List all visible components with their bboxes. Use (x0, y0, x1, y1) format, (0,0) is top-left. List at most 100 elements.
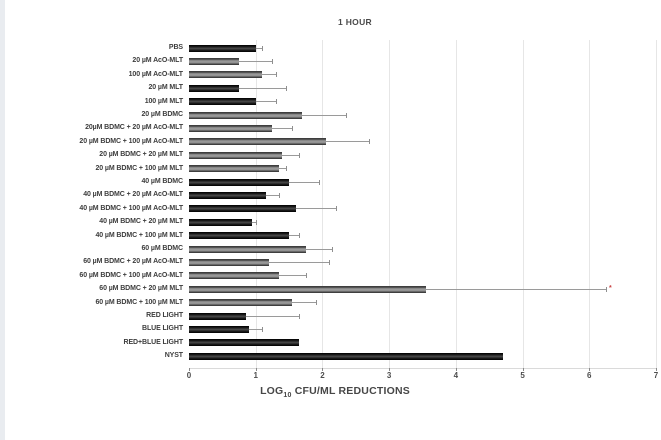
error-bar-cap (329, 259, 331, 265)
gridline-1 (255, 40, 257, 368)
bar (189, 232, 290, 240)
error-bar (265, 194, 280, 196)
category-label: NYST (164, 352, 183, 360)
error-bar-cap (299, 233, 301, 239)
category-label: 40 µM BDMC (141, 178, 183, 185)
bar (189, 325, 250, 333)
error-bar (262, 74, 276, 76)
x-axis-tick-4 (455, 368, 457, 371)
error-bar-cap (605, 286, 607, 292)
category-label: RED+BLUE LIGHT (123, 338, 184, 346)
x-axis-tick-2 (322, 368, 324, 371)
gridline-2 (322, 40, 324, 368)
x-axis-label-post: CFU/ML REDUCTIONS (291, 385, 410, 397)
error-bar (295, 208, 336, 210)
bar (189, 98, 256, 106)
x-axis-tick-label: 6 (587, 371, 592, 380)
category-label: 40 µM BDMC + 20 µM AcO-MLT (83, 191, 183, 199)
error-bar (252, 221, 256, 223)
error-bar-cap (332, 246, 334, 252)
category-label: 20 µM MLT (148, 84, 183, 92)
category-label: 20 µM BDMC (141, 111, 183, 118)
chart-title: 1 HOUR (338, 17, 372, 27)
bar (189, 191, 266, 199)
x-axis-tick-label: 1 (253, 371, 258, 380)
x-axis-tick-5 (522, 368, 524, 371)
category-label: 20 µM AcO-MLT (132, 57, 183, 65)
category-label: PBS (168, 44, 183, 51)
category-label: 100 µM AcO-MLT (128, 70, 183, 78)
category-label: 100 µM MLT (144, 97, 183, 105)
error-bar (269, 261, 330, 263)
error-bar (425, 288, 606, 290)
category-label: 60 µM BDMC + 100 µM MLT (95, 298, 183, 306)
x-axis-label-pre: LOG (260, 385, 284, 397)
bar (189, 57, 240, 65)
error-bar (272, 127, 293, 129)
error-bar (279, 168, 286, 170)
error-bar-cap (315, 300, 317, 306)
category-label: 40 µM BDMC + 20 µM MLT (99, 218, 183, 226)
bar (189, 111, 303, 119)
category-label: 60 µM BDMC (141, 245, 183, 252)
bar (189, 165, 280, 173)
bar (189, 178, 290, 186)
bar (189, 71, 263, 79)
category-label: BLUE LIGHT (142, 325, 183, 333)
category-label: RED LIGHT (146, 312, 183, 319)
bar (189, 218, 253, 226)
x-axis-tick-label: 5 (520, 371, 525, 380)
error-bar-cap (285, 85, 287, 91)
error-bar (239, 87, 286, 89)
error-bar-cap (262, 326, 264, 332)
error-bar-cap (299, 152, 301, 158)
error-bar (305, 248, 333, 250)
bar (189, 258, 270, 266)
error-bar (255, 47, 263, 49)
error-bar (239, 60, 273, 62)
bar (189, 84, 240, 92)
significance-marker: * (608, 285, 612, 293)
bar (189, 312, 246, 320)
category-label: 40 µM BDMC + 100 µM MLT (95, 231, 183, 239)
error-bar-cap (275, 99, 277, 105)
error-bar-cap (262, 45, 264, 51)
bar (189, 245, 306, 253)
bar (189, 124, 273, 132)
error-bar (279, 275, 306, 277)
error-bar (325, 141, 370, 143)
error-bar-cap (335, 206, 337, 212)
error-bar-cap (299, 313, 301, 319)
error-bar-cap (305, 273, 307, 279)
x-axis-tick-label: 0 (186, 371, 192, 380)
x-axis-tick-label: 7 (653, 371, 659, 380)
gridline-3 (389, 40, 391, 368)
x-axis-tick-0 (189, 368, 190, 371)
error-bar-cap (275, 72, 277, 78)
category-label: 60 µM BDMC + 100 µM AcO-MLT (79, 271, 183, 279)
error-bar-cap (272, 58, 274, 64)
gridline-5 (522, 40, 524, 368)
bar (189, 352, 503, 360)
bar (189, 299, 293, 307)
gridline-4 (455, 40, 457, 368)
gridline-7 (656, 40, 657, 368)
bar (189, 44, 256, 52)
error-bar (249, 328, 263, 330)
bar (189, 272, 280, 280)
error-bar-cap (345, 112, 347, 118)
x-axis-tick-label: 4 (453, 371, 459, 380)
category-label: 20 µM BDMC + 100 µM MLT (95, 164, 183, 172)
bar (189, 138, 326, 146)
category-label: 20 µM BDMC + 100 µM AcO-MLT (79, 137, 183, 145)
gridline-6 (589, 40, 591, 368)
category-label: 20µM BDMC + 20 µM AcO-MLT (85, 124, 183, 132)
error-bar (289, 235, 300, 237)
bar (189, 151, 283, 159)
category-label: 60 µM BDMC + 20 µM MLT (99, 285, 183, 293)
category-label: 60 µM BDMC + 20 µM AcO-MLT (83, 258, 183, 266)
x-axis-tick-3 (389, 368, 391, 371)
bar (189, 285, 426, 293)
